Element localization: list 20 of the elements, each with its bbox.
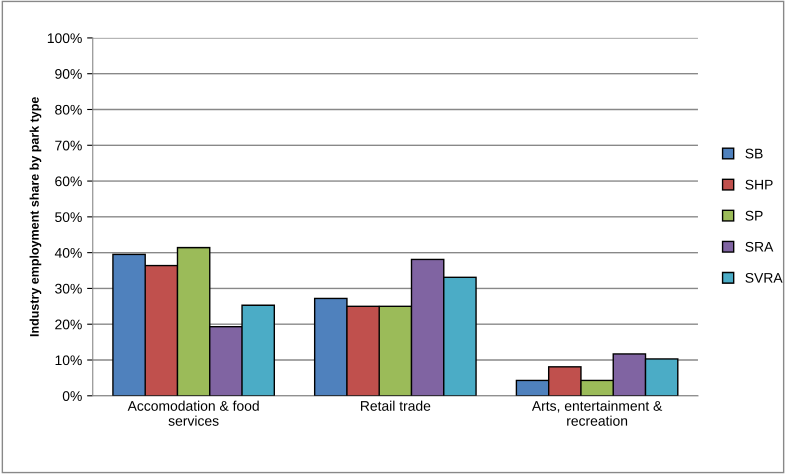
y-tick-label: 90% — [55, 69, 82, 79]
y-axis-title: Industry employment share by park type — [30, 97, 42, 336]
legend-label: SVRA — [745, 272, 783, 283]
y-tick-label: 100% — [48, 33, 82, 44]
y-tick-label: 20% — [55, 320, 82, 330]
legend-label: SRA — [745, 242, 774, 252]
legend-label: SB — [745, 148, 763, 158]
y-tick-label: 0% — [62, 391, 82, 401]
legend-label: SP — [745, 210, 763, 221]
y-tick-label: 40% — [54, 248, 82, 258]
x-tick-label: Arts, entertainment & recreation — [532, 400, 662, 426]
y-tick-label: 60% — [55, 176, 82, 186]
y-tick-label: 80% — [55, 104, 82, 115]
y-tick-label: 50% — [55, 212, 82, 222]
y-tick-label: 10% — [56, 355, 82, 366]
legend-label: SHP — [745, 180, 773, 190]
y-tick-label: 70% — [55, 140, 82, 150]
x-tick-label: Accomodation & food services — [128, 400, 259, 426]
x-tick-label: Retail trade — [360, 400, 430, 411]
y-tick-label: 30% — [55, 284, 82, 294]
